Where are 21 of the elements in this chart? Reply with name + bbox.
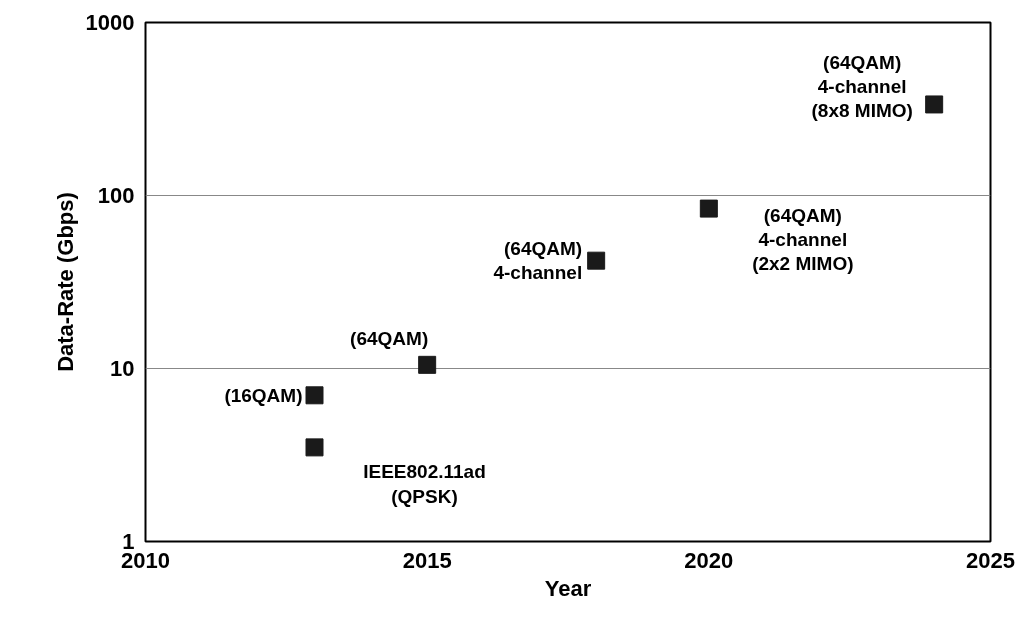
point [305,386,324,405]
annotation: (64QAM) 4-channel [493,238,583,284]
x-tick-label: 2015 [402,547,452,573]
y-tick-label: 1 [122,529,135,554]
point [305,438,324,457]
point [925,95,944,114]
point [418,355,437,374]
x-tick-label: 2020 [684,547,734,573]
annotation: (64QAM) [350,327,429,349]
y-tick-label: 1000 [85,10,135,35]
annotation: (64QAM) 4-channel (8x8 MIMO) [811,51,913,122]
annotation: (16QAM) [224,384,303,406]
y-tick-label: 10 [110,356,135,381]
x-tick-label: 2025 [966,547,1015,573]
annotation: IEEE802.11ad (QPSK) [363,461,486,507]
point [699,199,718,218]
y-tick-label: 100 [97,183,135,208]
x-axis-title: Year [544,575,592,601]
y-axis-title: Data-Rate (Gbps) [52,192,78,372]
point [587,251,606,270]
annotation: (64QAM) 4-channel (2x2 MIMO) [752,204,854,274]
